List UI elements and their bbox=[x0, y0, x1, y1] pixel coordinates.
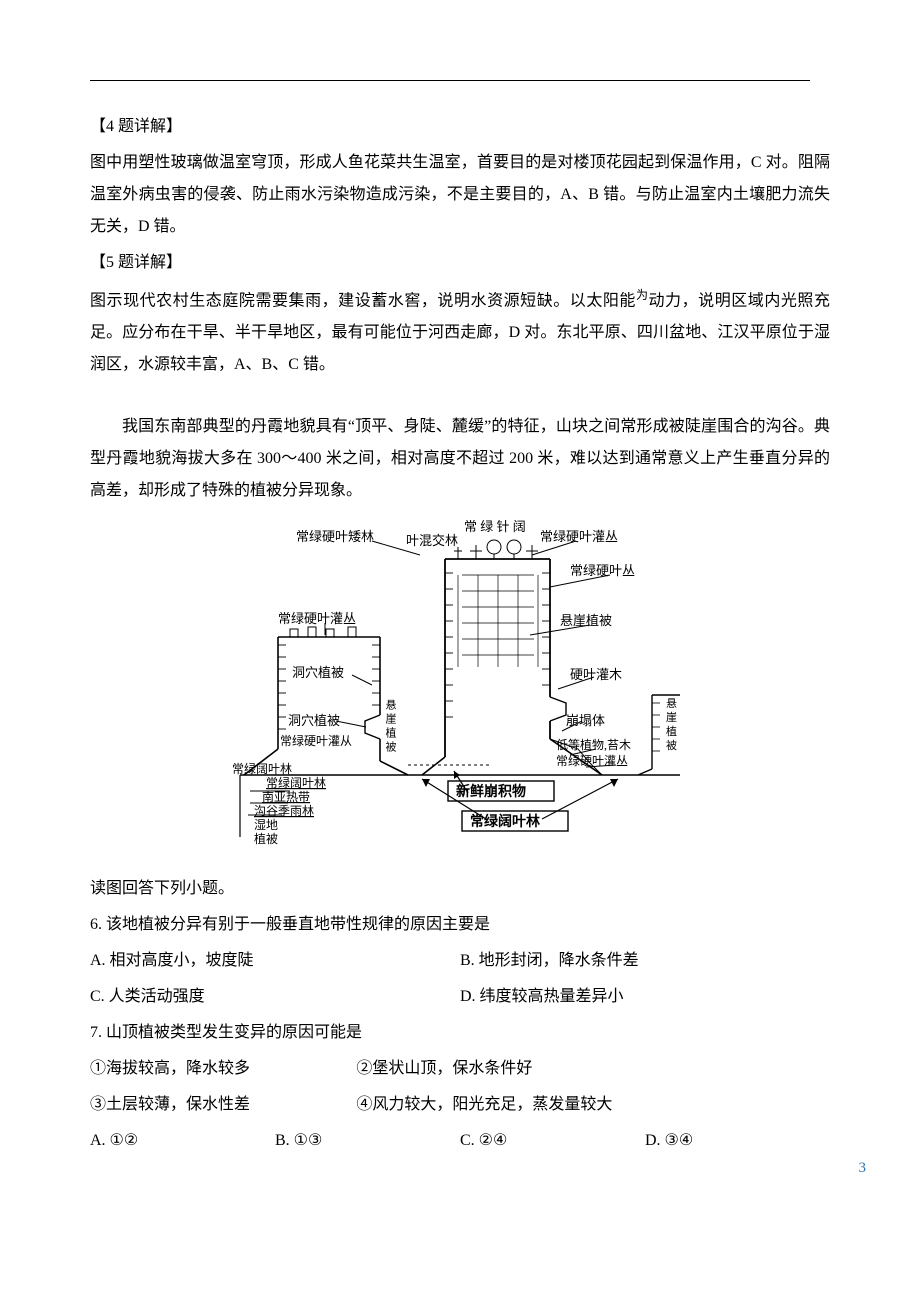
svg-text:低等植物,苔木: 低等植物,苔木 bbox=[556, 737, 631, 752]
q7-opt-b: B. ①③ bbox=[275, 1125, 460, 1157]
q7-opt-c: C. ②④ bbox=[460, 1125, 645, 1157]
svg-text:硬叶灌木: 硬叶灌木 bbox=[570, 667, 622, 682]
svg-text:崖: 崖 bbox=[384, 713, 397, 724]
svg-text:叶混交林: 叶混交林 bbox=[406, 533, 458, 548]
svg-text:被: 被 bbox=[384, 741, 397, 753]
svg-text:常绿硬叶灌丛: 常绿硬叶灌丛 bbox=[278, 611, 356, 626]
q5-body-pre: 图示现代农村生态庭院需要集雨，建设蓄水窖，说明水资源短缺。以太阳能 bbox=[90, 292, 636, 309]
svg-text:常 绿 针 阔: 常 绿 针 阔 bbox=[464, 519, 526, 534]
q5-body: 图示现代农村生态庭院需要集雨，建设蓄水窖，说明水资源短缺。以太阳能为动力，说明区… bbox=[90, 283, 830, 381]
svg-text:洞穴植被: 洞穴植被 bbox=[292, 665, 344, 680]
q7-stmt-2: ②堡状山顶，保水条件好 bbox=[356, 1053, 830, 1085]
svg-text:悬: 悬 bbox=[666, 697, 677, 710]
figure-wrap: 常 绿 针 阔 叶混交林 常绿硬叶矮林 常绿硬叶灌丛 常绿硬叶丛 常绿硬叶灌丛 … bbox=[90, 517, 830, 859]
top-rule bbox=[90, 80, 810, 81]
q7-opt-a: A. ①② bbox=[90, 1125, 275, 1157]
q7-stem: 7. 山顶植被类型发生变异的原因可能是 bbox=[90, 1017, 830, 1049]
q6-opt-b: B. 地形封闭，降水条件差 bbox=[460, 945, 830, 977]
q5-heading: 【5 题详解】 bbox=[90, 247, 830, 279]
q4-heading: 【4 题详解】 bbox=[90, 111, 830, 143]
q6-opt-d: D. 纬度较高热量差异小 bbox=[460, 981, 830, 1013]
q7-stmt-3: ③土层较薄，保水性差 bbox=[90, 1089, 356, 1121]
svg-text:植: 植 bbox=[384, 726, 397, 739]
svg-text:崩塌体: 崩塌体 bbox=[566, 713, 605, 728]
q7-opt-d: D. ③④ bbox=[645, 1125, 830, 1157]
svg-text:被: 被 bbox=[666, 739, 677, 752]
svg-text:新鲜崩积物: 新鲜崩积物 bbox=[456, 783, 526, 800]
svg-text:崖: 崖 bbox=[666, 711, 677, 724]
svg-text:植: 植 bbox=[666, 724, 677, 738]
q7-stmt-4: ④风力较大，阳光充足，蒸发量较大 bbox=[356, 1089, 830, 1121]
svg-text:常绿阔叶林: 常绿阔叶林 bbox=[266, 775, 326, 790]
danxia-figure: 常 绿 针 阔 叶混交林 常绿硬叶矮林 常绿硬叶灌丛 常绿硬叶丛 常绿硬叶灌丛 … bbox=[230, 517, 690, 859]
q6-stem: 6. 该地植被分异有别于一般垂直地带性规律的原因主要是 bbox=[90, 909, 830, 941]
q7-stmt-1: ①海拔较高，降水较多 bbox=[90, 1053, 356, 1085]
page-number: 3 bbox=[859, 1153, 867, 1183]
svg-text:常绿硬叶丛: 常绿硬叶丛 bbox=[570, 563, 635, 578]
q4-body: 图中用塑性玻璃做温室穹顶，形成人鱼花菜共生温室，首要目的是对楼顶花园起到保温作用… bbox=[90, 147, 830, 243]
svg-text:植被: 植被 bbox=[254, 831, 278, 846]
q6-opt-a: A. 相对高度小，坡度陡 bbox=[90, 945, 460, 977]
svg-text:洞穴植被: 洞穴植被 bbox=[288, 713, 340, 728]
svg-text:悬崖植被: 悬崖植被 bbox=[560, 613, 612, 628]
svg-text:常绿阔叶林: 常绿阔叶林 bbox=[232, 761, 292, 776]
svg-text:湿地: 湿地 bbox=[254, 817, 278, 832]
svg-text:常绿硬叶矮林: 常绿硬叶矮林 bbox=[296, 529, 374, 544]
svg-text:悬: 悬 bbox=[384, 699, 397, 710]
svg-text:常绿硬叶灌丛: 常绿硬叶灌丛 bbox=[540, 529, 618, 544]
q6-opt-c: C. 人类活动强度 bbox=[90, 981, 460, 1013]
post-figure-instruction: 读图回答下列小题。 bbox=[90, 873, 830, 905]
svg-text:南亚热带: 南亚热带 bbox=[262, 789, 310, 804]
svg-text:常绿阔叶林: 常绿阔叶林 bbox=[470, 813, 540, 830]
svg-text:常绿硬叶灌从: 常绿硬叶灌从 bbox=[280, 733, 352, 748]
q5-body-sup: 为 bbox=[636, 288, 649, 302]
svg-text:常绿硬叶灌丛: 常绿硬叶灌丛 bbox=[556, 753, 628, 768]
passage: 我国东南部典型的丹霞地貌具有“顶平、身陡、麓缓”的特征，山块之间常形成被陡崖围合… bbox=[90, 411, 830, 507]
svg-text:沟谷季雨林: 沟谷季雨林 bbox=[254, 804, 314, 818]
